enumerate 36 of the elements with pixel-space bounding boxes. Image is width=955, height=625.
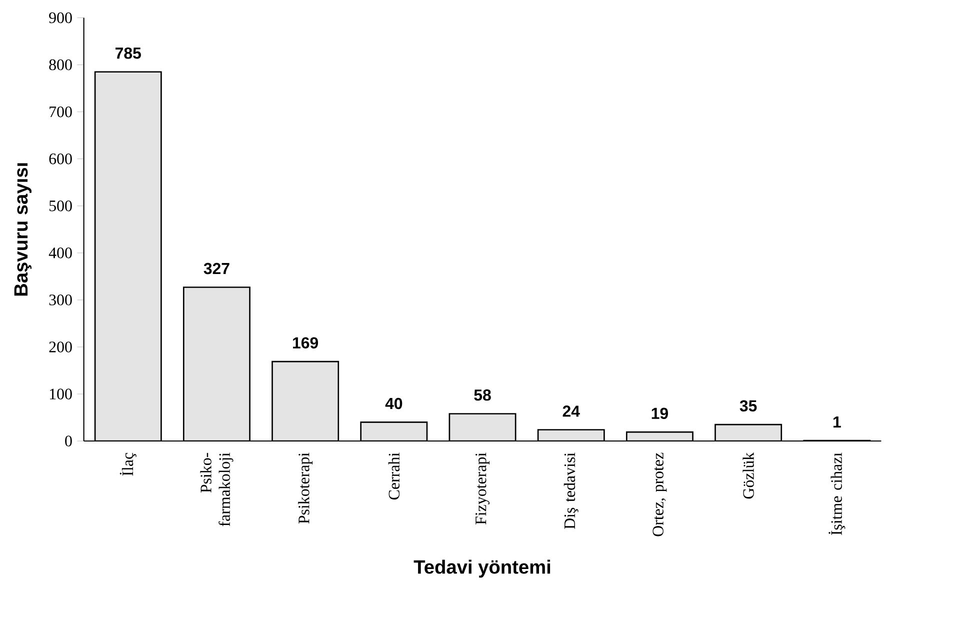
y-tick-label: 900: [49, 12, 72, 24]
y-tick-label: 600: [49, 153, 72, 164]
bar: [360, 422, 428, 441]
data-label: 785: [116, 47, 141, 59]
x-tick-label: Cerrahi: [388, 452, 400, 500]
x-tick-label: Psiko- farmakoloji: [200, 452, 234, 526]
x-tick-label: Gözlük: [742, 452, 754, 499]
y-tick-label: 500: [49, 200, 72, 212]
data-label: 19: [652, 408, 668, 419]
bar: [714, 424, 782, 441]
y-tick-label: 300: [49, 294, 72, 306]
x-tick-label: Ortez, protez: [652, 452, 667, 536]
y-axis-title: Başvuru sayısı: [14, 163, 32, 296]
y-tick-label: 0: [65, 436, 72, 446]
data-label: 327: [204, 262, 230, 274]
data-label: 40: [385, 398, 402, 410]
x-tick-label: İşitme cihazı: [828, 452, 846, 535]
x-axis-title: Tedavi yöntemi: [414, 560, 550, 578]
bar: [272, 360, 340, 441]
bar: [94, 71, 162, 441]
y-tick-label: 400: [48, 248, 72, 258]
x-tick-label: Psikoterapi: [298, 452, 313, 524]
x-tick-label: Diş tedavisi: [564, 452, 578, 529]
bar: [182, 286, 250, 441]
data-label: 58: [474, 389, 491, 401]
data-label: 24: [562, 406, 580, 417]
data-label: 35: [740, 400, 757, 412]
data-label: 169: [293, 337, 318, 348]
y-tick-label: 800: [49, 59, 72, 70]
x-tick-label: İlaç: [120, 452, 136, 476]
y-tick-label: 200: [49, 342, 72, 352]
y-tick-label: 100: [50, 388, 72, 400]
data-label: 1: [833, 416, 841, 428]
bar: [448, 413, 516, 441]
x-tick-label: Fizyoterapi: [476, 452, 490, 524]
y-tick-label: 700: [50, 106, 72, 118]
